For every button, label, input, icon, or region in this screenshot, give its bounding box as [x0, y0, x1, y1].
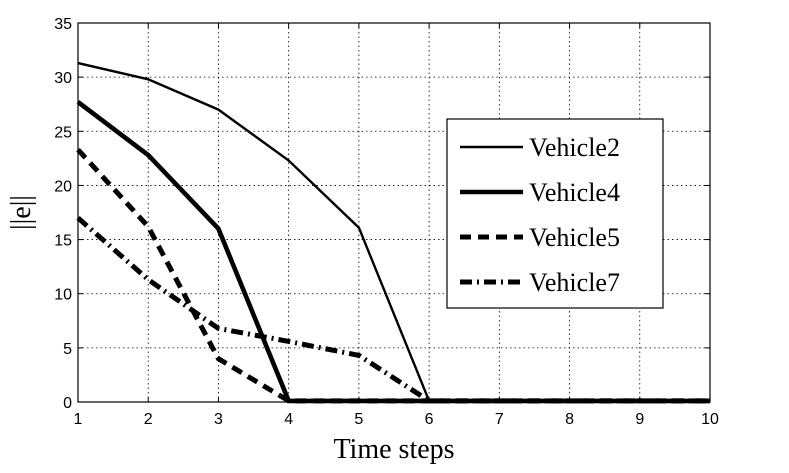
legend-label: Vehicle7	[529, 268, 620, 297]
axis-ticks: 1 2 3 4 5 6 7 8 9 10 0 5 10 15 20 25 30 35	[54, 16, 719, 428]
y-tick-label: 30	[54, 70, 72, 87]
y-tick-label: 10	[54, 287, 72, 304]
x-tick-label: 7	[495, 411, 504, 428]
plot-frame	[77, 22, 711, 403]
y-tick-label: 15	[54, 233, 72, 250]
x-tick-label: 10	[701, 411, 719, 428]
y-tick-label: 35	[54, 16, 72, 33]
y-tick-label: 5	[63, 341, 72, 358]
x-tick-label: 2	[144, 411, 153, 428]
x-tick-label: 9	[635, 411, 644, 428]
x-tick-label: 1	[74, 411, 83, 428]
legend: Vehicle2 Vehicle4 Vehicle5 Vehicle7	[446, 118, 664, 309]
x-axis-label: Time steps	[333, 434, 454, 465]
y-axis-label: ||e||	[6, 195, 37, 230]
legend-label: Vehicle5	[529, 223, 620, 252]
series-lines	[76, 61, 710, 404]
x-tick-label: 3	[214, 411, 223, 428]
legend-box	[446, 118, 664, 309]
legend-label: Vehicle2	[529, 133, 620, 162]
x-tick-label: 6	[425, 411, 434, 428]
y-tick-label: 25	[54, 124, 72, 141]
y-tick-label: 0	[63, 395, 72, 412]
x-tick-label: 5	[354, 411, 363, 428]
series-line-vehicle7	[76, 216, 710, 404]
x-tick-label: 4	[284, 411, 293, 428]
y-tick-label: 20	[54, 178, 72, 195]
legend-label: Vehicle4	[529, 178, 620, 207]
x-tick-label: 8	[565, 411, 574, 428]
